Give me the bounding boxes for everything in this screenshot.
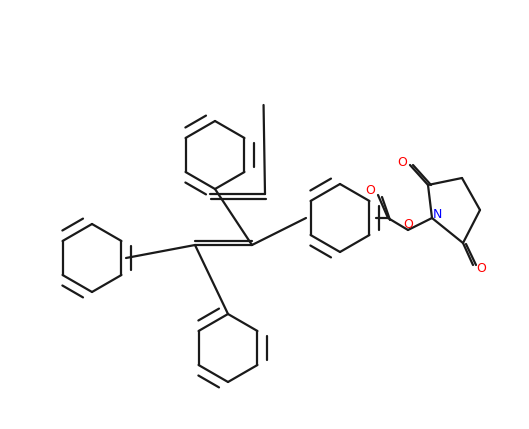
Text: N: N [432,208,442,221]
Text: O: O [476,262,486,275]
Text: O: O [403,218,413,230]
Text: O: O [397,157,407,169]
Text: O: O [365,184,375,196]
